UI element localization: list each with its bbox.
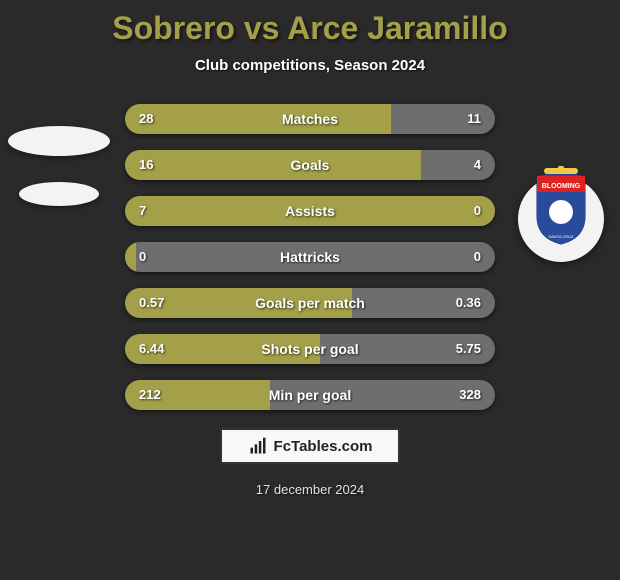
svg-text:SANTA CRUZ: SANTA CRUZ xyxy=(548,234,574,239)
stat-label: Shots per goal xyxy=(125,334,495,364)
stat-value-right: 0 xyxy=(474,196,481,226)
stats-container: 28Matches1116Goals47Assists00Hattricks00… xyxy=(125,104,495,410)
stat-label: Hattricks xyxy=(125,242,495,272)
stat-value-right: 11 xyxy=(467,104,481,134)
stat-label: Min per goal xyxy=(125,380,495,410)
stat-label: Goals per match xyxy=(125,288,495,318)
chart-icon xyxy=(248,436,268,456)
placeholder-ellipse-icon xyxy=(8,126,110,156)
right-club-badge: BLOOMING SANTA CRUZ xyxy=(510,168,612,270)
left-club-badge xyxy=(8,115,110,217)
footer-text: FcTables.com xyxy=(274,438,373,455)
stat-value-right: 328 xyxy=(459,380,481,410)
club-crest-icon: BLOOMING SANTA CRUZ xyxy=(533,166,589,246)
stat-value-right: 0 xyxy=(474,242,481,272)
footer-logo: FcTables.com xyxy=(220,428,400,464)
badge-circle: BLOOMING SANTA CRUZ xyxy=(518,176,604,262)
page-title: Sobrero vs Arce Jaramillo xyxy=(0,0,620,47)
stat-label: Assists xyxy=(125,196,495,226)
stat-row: 6.44Shots per goal5.75 xyxy=(125,334,495,364)
svg-text:BLOOMING: BLOOMING xyxy=(542,183,581,190)
page-subtitle: Club competitions, Season 2024 xyxy=(0,57,620,74)
stat-row: 28Matches11 xyxy=(125,104,495,134)
stat-label: Goals xyxy=(125,150,495,180)
stat-row: 7Assists0 xyxy=(125,196,495,226)
stat-row: 0Hattricks0 xyxy=(125,242,495,272)
stat-row: 0.57Goals per match0.36 xyxy=(125,288,495,318)
stat-value-right: 0.36 xyxy=(456,288,481,318)
stat-row: 16Goals4 xyxy=(125,150,495,180)
stat-label: Matches xyxy=(125,104,495,134)
stat-value-right: 5.75 xyxy=(456,334,481,364)
page-date: 17 december 2024 xyxy=(0,482,620,497)
stat-row: 212Min per goal328 xyxy=(125,380,495,410)
stat-value-right: 4 xyxy=(474,150,481,180)
placeholder-ellipse-icon xyxy=(19,182,99,206)
